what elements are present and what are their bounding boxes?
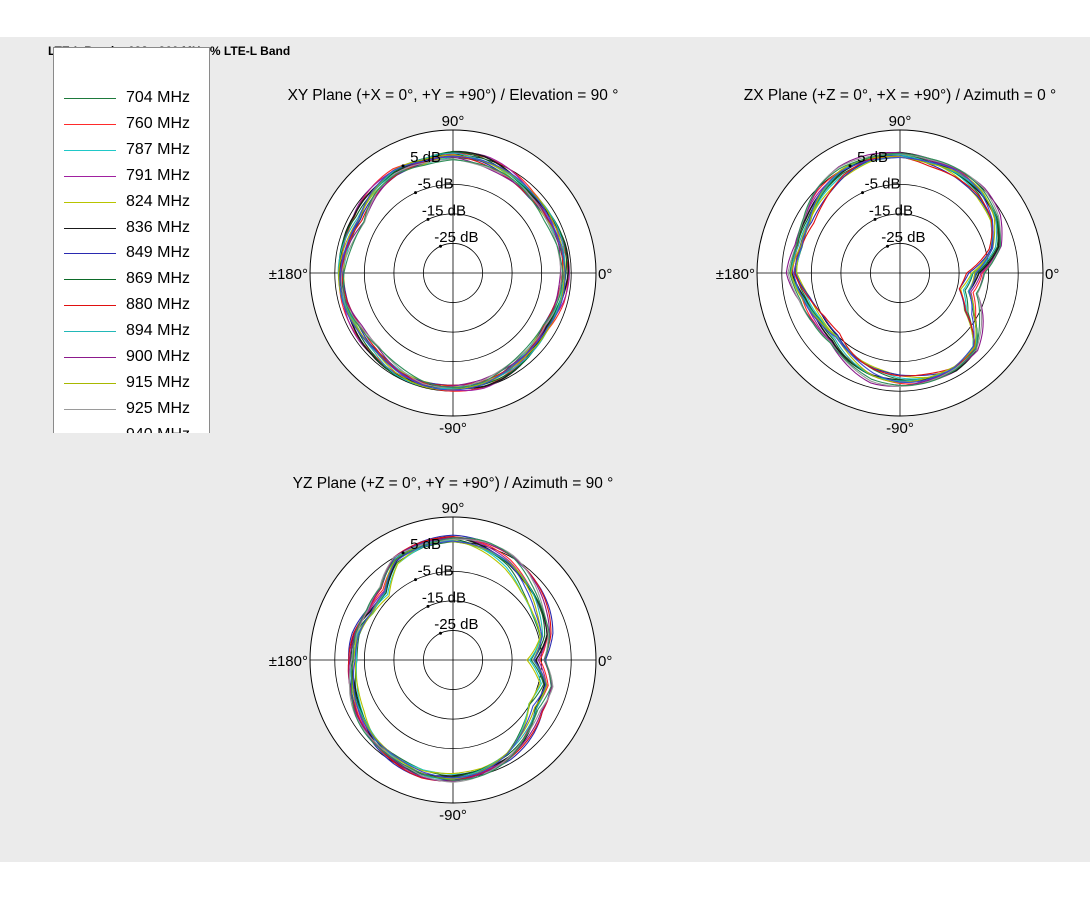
ring-label: -15 dB <box>422 589 466 606</box>
angle-label-top: 90° <box>889 113 912 130</box>
ring-label-dot <box>426 604 430 608</box>
angle-label-bottom: -90° <box>439 420 467 437</box>
polar-plot-2: ZX Plane (+Z = 0°, +X = +90°) / Azimuth … <box>716 87 1060 437</box>
ring-label-dot <box>401 164 405 168</box>
angle-label-right: 0° <box>1045 266 1059 283</box>
legend-swatch <box>64 357 116 358</box>
legend-label: 940 MHz <box>126 426 190 433</box>
angle-label-right: 0° <box>598 653 612 670</box>
ring-label: 5 dB <box>410 536 441 553</box>
series-curve <box>793 156 994 384</box>
legend-entry: 787 MHz <box>64 138 204 162</box>
legend-label: 787 MHz <box>126 140 191 158</box>
plot-title: XY Plane (+X = 0°, +Y = +90°) / Elevatio… <box>288 87 619 104</box>
ring-label: -25 dB <box>434 229 478 246</box>
legend-entry: 760 MHz <box>64 112 204 136</box>
legend-entry: 915 MHz <box>64 371 204 395</box>
legend-entry: 880 MHz <box>64 293 204 317</box>
ring-label-dot <box>439 244 443 248</box>
angle-label-right: 0° <box>598 266 612 283</box>
series-curve <box>350 537 552 781</box>
legend-label: 894 MHz <box>126 322 191 340</box>
plot-title: YZ Plane (+Z = 0°, +Y = +90°) / Azimuth … <box>293 475 614 492</box>
polar-plot-1: XY Plane (+X = 0°, +Y = +90°) / Elevatio… <box>269 87 619 437</box>
legend-label: 836 MHz <box>126 218 191 236</box>
series-curve <box>348 537 553 782</box>
ring-label: -5 dB <box>865 176 901 193</box>
legend-entry: 869 MHz <box>64 267 204 291</box>
legend-label: 925 MHz <box>126 399 191 417</box>
angle-label-top: 90° <box>442 113 465 130</box>
ring-label-dot <box>426 217 430 221</box>
legend-label: 760 MHz <box>126 114 191 132</box>
legend: 704 MHz 760 MHz 787 MHz 791 MHz 824 MHz 836 M… <box>53 47 210 433</box>
ring-label-dot <box>439 631 443 635</box>
ring-label: 5 dB <box>410 149 441 166</box>
legend-swatch <box>64 382 116 384</box>
series-curve <box>352 540 547 779</box>
legend-swatch <box>64 98 116 99</box>
angle-label-left: ±180° <box>269 653 308 670</box>
legend-swatch <box>64 279 116 281</box>
series-curve <box>342 159 564 388</box>
angle-label-left: ±180° <box>716 266 755 283</box>
ring-label-dot <box>886 244 890 248</box>
legend-entry: 836 MHz <box>64 216 204 240</box>
angle-label-left: ±180° <box>269 266 308 283</box>
ring-label: -5 dB <box>418 563 454 580</box>
legend-entry: 704 MHz <box>64 86 204 110</box>
plot-title: ZX Plane (+Z = 0°, +X = +90°) / Azimuth … <box>744 87 1056 104</box>
series-curve <box>339 155 566 391</box>
legend-swatch <box>64 305 116 307</box>
ring-label-dot <box>401 551 405 555</box>
legend-label: 791 MHz <box>126 166 191 184</box>
angle-label-bottom: -90° <box>886 420 914 437</box>
ring-label: -15 dB <box>869 202 913 219</box>
legend-swatch <box>64 253 116 255</box>
legend-swatch <box>64 149 116 151</box>
ring-label-dot <box>873 217 877 221</box>
legend-label: 849 MHz <box>126 244 191 262</box>
series-curve <box>348 538 554 783</box>
legend-entry: 824 MHz <box>64 190 204 214</box>
series-curve <box>790 156 996 384</box>
ring-label: -15 dB <box>422 202 466 219</box>
series-curve <box>789 153 1001 387</box>
legend-entry: 791 MHz <box>64 164 204 188</box>
ring-label-dot <box>848 164 852 168</box>
legend-label: 900 MHz <box>126 348 191 365</box>
ring-label-dot <box>414 578 418 582</box>
ring-label: -25 dB <box>434 616 478 633</box>
legend-entry: 900 MHz <box>64 345 204 369</box>
ring-label-dot <box>414 191 418 195</box>
legend-label: 880 MHz <box>126 296 191 314</box>
legend-label: 824 MHz <box>126 192 191 210</box>
legend-swatch <box>64 408 116 410</box>
legend-swatch <box>64 175 116 177</box>
ring-label: -5 dB <box>418 176 454 193</box>
legend-entry: 925 MHz <box>64 397 204 421</box>
legend-entry: 849 MHz <box>64 241 204 265</box>
legend-swatch <box>64 123 116 125</box>
legend-swatch <box>64 331 116 333</box>
legend-label: 869 MHz <box>126 270 191 288</box>
legend-label: 704 MHz <box>126 89 191 106</box>
legend-entry: 940 MHz <box>64 423 204 433</box>
polar-plot-3: YZ Plane (+Z = 0°, +Y = +90°) / Azimuth … <box>269 475 614 824</box>
angle-label-bottom: -90° <box>439 807 467 824</box>
legend-label: 915 MHz <box>126 373 191 391</box>
legend-swatch <box>64 227 116 229</box>
ring-label: 5 dB <box>857 149 888 166</box>
ring-label-dot <box>861 191 865 195</box>
series-curve <box>350 538 546 779</box>
legend-entry: 894 MHz <box>64 319 204 343</box>
ring-label: -25 dB <box>881 229 925 246</box>
legend-swatch <box>64 201 116 203</box>
angle-label-top: 90° <box>442 500 465 517</box>
